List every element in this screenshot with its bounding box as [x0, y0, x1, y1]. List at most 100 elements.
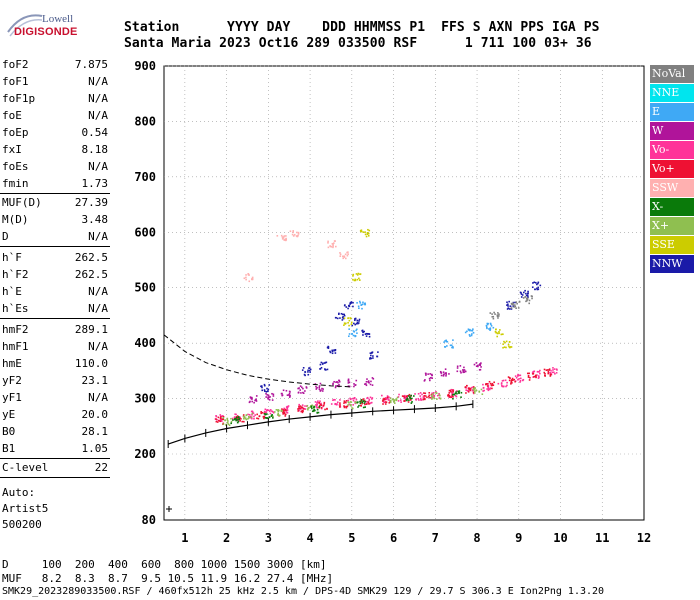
scatter-point	[272, 395, 275, 397]
scatter-point	[395, 398, 398, 401]
scatter-point	[432, 392, 435, 394]
param-value: 27.39	[74, 196, 108, 209]
scatter-point	[489, 327, 492, 329]
scatter-point	[405, 395, 408, 398]
scatter-point	[455, 395, 458, 398]
scatter-point	[550, 372, 552, 375]
scatter-point	[321, 387, 323, 390]
scatter-point	[469, 328, 471, 331]
scatter-point	[410, 394, 412, 397]
scatter-point	[486, 322, 489, 325]
scatter-point	[284, 409, 286, 412]
scatter-point	[237, 420, 240, 423]
scatter-point	[531, 297, 533, 300]
scatter-point	[220, 417, 222, 420]
scatter-point	[307, 373, 310, 376]
scatter-point	[403, 400, 405, 402]
scatter-point	[296, 235, 299, 238]
scatter-point	[450, 395, 452, 398]
scatter-point	[410, 397, 413, 400]
scatter-point	[514, 380, 516, 383]
scatter-point	[318, 405, 321, 407]
scatter-point	[470, 329, 473, 332]
scatter-point	[318, 402, 321, 404]
scatter-point	[526, 299, 528, 302]
scatter-point	[371, 352, 373, 354]
scatter-point	[314, 409, 316, 412]
scatter-point	[366, 400, 368, 403]
scatter-point	[292, 230, 295, 232]
scatter-point	[502, 379, 505, 382]
scatter-point	[402, 395, 405, 398]
scatter-point	[283, 407, 285, 410]
scatter-point	[347, 399, 350, 402]
scatter-point	[356, 278, 359, 281]
scatter-point	[299, 407, 302, 409]
scatter-point	[271, 414, 273, 416]
scatter-point	[501, 380, 504, 382]
scatter-point	[488, 328, 490, 330]
scatter-point	[465, 387, 467, 389]
scatter-point	[321, 390, 324, 392]
scatter-point	[459, 365, 462, 367]
legend-item: E	[650, 103, 694, 121]
scatter-point	[455, 390, 458, 392]
scatter-point	[371, 384, 374, 386]
scatter-point	[423, 395, 426, 397]
scatter-point	[238, 418, 241, 420]
scatter-point	[480, 366, 482, 368]
param-value: N/A	[88, 160, 108, 173]
scatter-point	[460, 396, 462, 398]
scatter-point	[312, 410, 315, 412]
scatter-point	[330, 245, 333, 248]
scatter-point	[552, 369, 554, 371]
scatter-point	[329, 245, 331, 247]
scatter-point	[364, 333, 367, 335]
scatter-point	[439, 397, 442, 400]
scatter-point	[353, 322, 355, 325]
scatter-point	[335, 381, 337, 384]
scatter-point	[366, 233, 369, 236]
scatter-point	[338, 379, 341, 382]
scatter-point	[438, 397, 441, 399]
scatter-point	[342, 255, 344, 258]
scatter-point	[505, 346, 507, 349]
scatter-point	[392, 400, 395, 403]
scatter-point	[281, 408, 283, 410]
scatter-point	[501, 384, 503, 387]
scatter-point	[331, 350, 334, 353]
scatter-point	[362, 334, 364, 336]
scatter-point	[273, 411, 276, 413]
scatter-point	[364, 302, 366, 305]
scatter-point	[490, 325, 493, 327]
scatter-point	[367, 380, 370, 383]
scatter-point	[291, 233, 294, 236]
scatter-point	[338, 313, 340, 315]
scatter-point	[268, 384, 271, 386]
scatter-point	[472, 389, 475, 392]
scatter-point	[250, 416, 253, 419]
scatter-point	[371, 398, 373, 400]
scatter-point	[350, 404, 352, 406]
scatter-point	[316, 386, 318, 389]
scatter-point	[350, 321, 353, 324]
scatter-point	[320, 402, 322, 405]
scatter-point	[260, 411, 262, 413]
scatter-point	[393, 402, 396, 404]
divider	[0, 318, 110, 319]
scatter-point	[474, 392, 476, 394]
scatter-point	[519, 381, 521, 383]
scatter-point	[266, 394, 269, 396]
scatter-point	[406, 395, 409, 397]
scatter-point	[481, 393, 484, 396]
param-value: 262.5	[74, 251, 108, 264]
auto-algorithm: Artist5	[2, 502, 49, 515]
scatter-point	[247, 417, 249, 420]
scatter-point	[491, 387, 493, 390]
scatter-point	[347, 378, 350, 381]
scatter-point	[408, 395, 410, 397]
scatter-point	[334, 348, 337, 351]
scatter-point	[302, 408, 305, 410]
scatter-point	[358, 404, 360, 407]
scatter-point	[428, 394, 431, 397]
